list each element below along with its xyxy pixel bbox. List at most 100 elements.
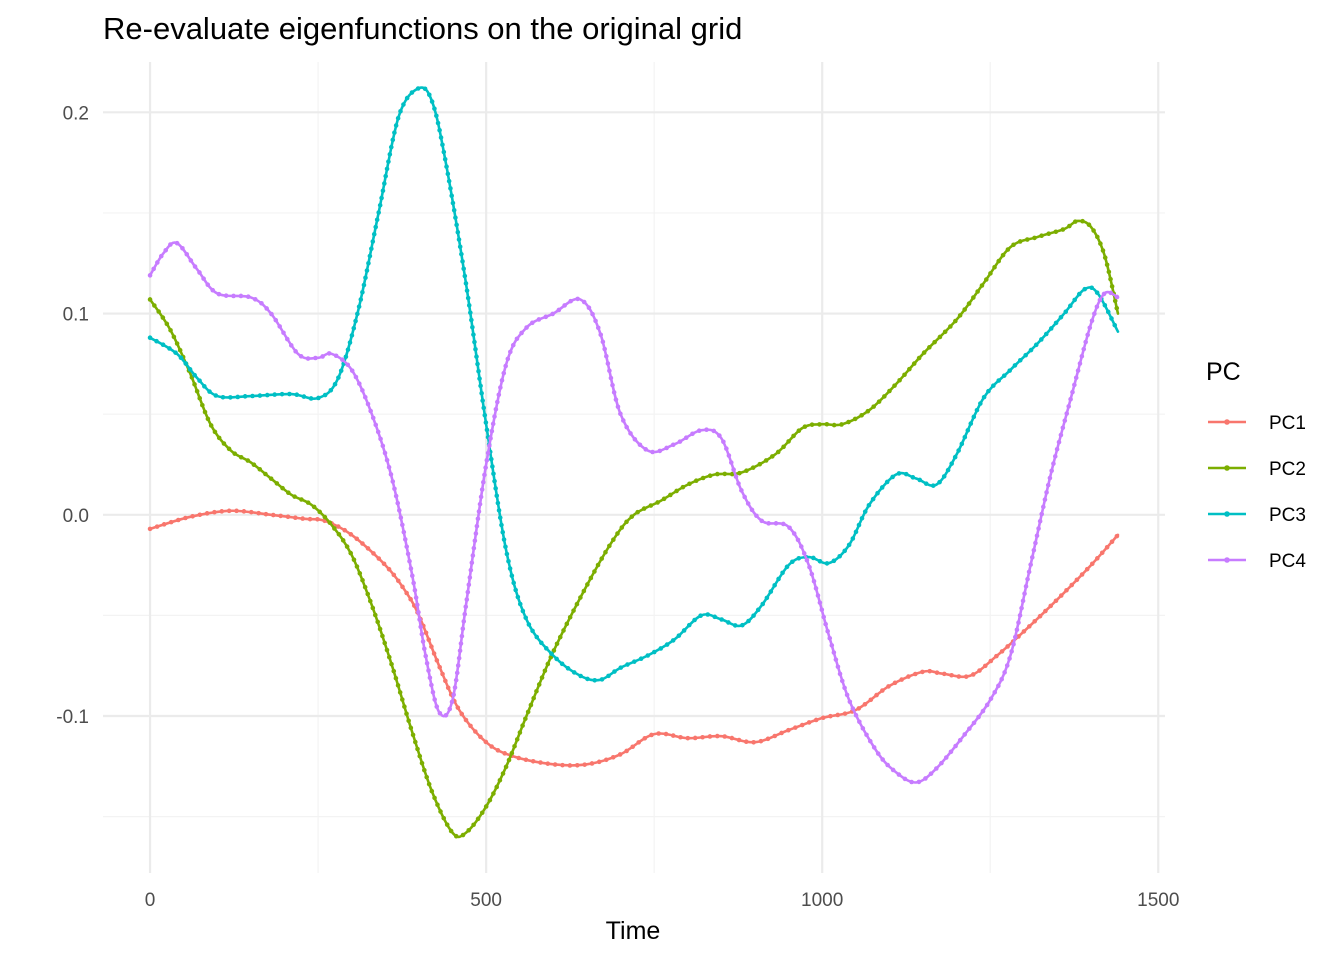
data-point-pc1 (582, 762, 587, 767)
data-point-pc1 (1095, 556, 1100, 561)
data-point-pc2 (528, 702, 534, 708)
data-point-pc2 (357, 571, 363, 576)
data-point-pc1 (293, 515, 298, 520)
data-point-pc3 (377, 202, 383, 208)
data-point-pc3 (387, 152, 393, 157)
data-point-pc2 (479, 810, 485, 816)
data-point-pc4 (827, 636, 833, 641)
data-point-pc4 (487, 443, 492, 448)
data-point-pc4 (586, 305, 592, 310)
data-point-pc3 (367, 253, 373, 259)
data-point-pc2 (171, 334, 177, 340)
data-point-pc2 (551, 648, 557, 653)
data-point-pc3 (837, 553, 842, 559)
data-point-pc1 (624, 748, 629, 754)
series-line-pc1 (148, 509, 1120, 767)
data-point-pc3 (513, 587, 518, 593)
data-point-pc3 (183, 361, 188, 366)
data-point-pc4 (1094, 304, 1100, 310)
data-point-pc4 (1020, 598, 1026, 604)
data-point-pc4 (731, 467, 736, 472)
data-point-pc4 (807, 564, 812, 570)
data-point-pc4 (962, 732, 968, 737)
data-point-pc3 (455, 229, 461, 235)
data-point-pc2 (311, 504, 317, 510)
data-point-pc4 (948, 749, 954, 755)
data-point-pc4 (417, 617, 422, 622)
data-point-pc4 (454, 670, 460, 676)
data-point-pc3 (449, 193, 454, 199)
data-point-pc3 (495, 500, 501, 506)
data-point-pc3 (890, 474, 895, 480)
data-point-pc4 (967, 726, 972, 731)
data-point-pc1 (956, 674, 962, 679)
data-point-pc4 (598, 332, 604, 338)
data-point-pc2 (367, 598, 373, 604)
data-point-pc2 (221, 441, 227, 446)
data-point-pc4 (405, 551, 411, 557)
data-point-pc4 (468, 567, 474, 573)
data-point-pc4 (467, 575, 473, 580)
data-point-pc3 (676, 633, 682, 638)
data-point-pc1 (459, 711, 465, 717)
data-point-pc3 (426, 92, 432, 98)
data-point-pc2 (770, 454, 775, 459)
data-point-pc1 (1043, 608, 1048, 614)
data-point-pc4 (618, 411, 623, 416)
data-point-pc3 (965, 428, 971, 433)
data-point-pc4 (469, 560, 475, 566)
data-point-pc4 (1042, 497, 1048, 502)
data-point-pc4 (452, 685, 458, 690)
data-point-pc4 (850, 706, 856, 711)
data-point-pc4 (393, 493, 399, 499)
y-tick-label: 0.2 (63, 103, 89, 124)
data-point-pc3 (1028, 347, 1034, 353)
data-point-pc2 (707, 473, 713, 478)
data-point-pc4 (458, 641, 464, 646)
data-point-pc2 (391, 668, 397, 674)
data-point-pc2 (876, 399, 882, 404)
data-point-pc4 (833, 657, 839, 662)
data-point-pc2 (655, 500, 660, 505)
data-point-pc3 (438, 135, 444, 140)
data-point-pc1 (241, 509, 247, 514)
data-point-pc2 (611, 537, 616, 542)
data-point-pc1 (617, 752, 623, 757)
data-point-pc3 (1053, 320, 1059, 326)
data-point-pc3 (429, 99, 435, 104)
data-point-pc1 (545, 761, 551, 766)
legend-item-pc2: PC2 (1208, 459, 1306, 480)
data-point-pc3 (740, 622, 745, 628)
data-point-pc2 (882, 394, 887, 399)
data-point-pc3 (464, 288, 470, 293)
data-point-pc2 (932, 339, 937, 345)
data-point-pc4 (503, 363, 508, 369)
data-point-pc4 (939, 760, 944, 766)
data-point-pc1 (670, 733, 676, 738)
data-point-pc4 (459, 633, 465, 639)
data-point-pc2 (948, 324, 953, 329)
data-point-pc3 (363, 275, 368, 281)
data-point-pc3 (437, 127, 442, 133)
data-point-pc4 (909, 779, 914, 785)
data-point-pc4 (643, 447, 649, 452)
data-point-pc4 (360, 388, 365, 393)
data-point-pc4 (683, 435, 689, 441)
data-point-pc4 (1026, 569, 1032, 575)
data-point-pc2 (635, 509, 640, 515)
data-point-pc3 (242, 394, 248, 399)
data-point-pc4 (992, 689, 998, 695)
data-point-pc2 (174, 341, 180, 346)
legend-key-point (1224, 511, 1230, 517)
data-point-pc4 (1114, 294, 1120, 300)
data-point-pc3 (482, 412, 488, 418)
data-point-pc4 (246, 294, 251, 300)
data-point-pc1 (820, 715, 826, 721)
data-point-pc4 (479, 487, 485, 492)
major-gridlines (103, 62, 1165, 873)
data-point-pc1 (423, 630, 429, 636)
data-point-pc4 (465, 589, 471, 595)
data-point-pc4 (313, 355, 318, 361)
data-point-pc2 (399, 697, 405, 702)
data-point-pc2 (542, 668, 548, 674)
